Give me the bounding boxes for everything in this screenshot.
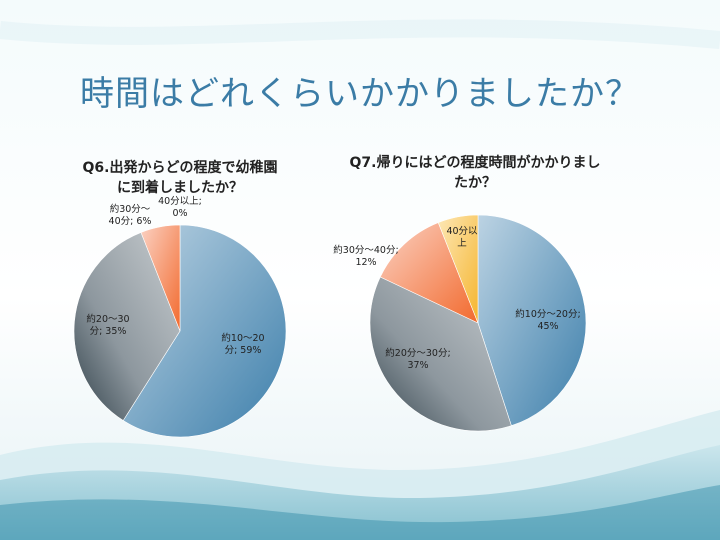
q6-title-line-1: Q6.出発からどの程度で幼稚園	[82, 160, 278, 176]
q7-slice-3	[437, 214, 479, 324]
q6-slice-label-3: 40分以上; 0%	[158, 196, 202, 219]
q6-title-line-2: に到着しましたか？	[117, 180, 243, 196]
q7-chart-title: Q7.帰りにはどの程度時間がかかりまし たか？	[325, 153, 625, 193]
q7-slice-label-3: 40分以上	[446, 226, 478, 249]
q7-slice-0	[477, 214, 587, 427]
q6-slice-2	[140, 224, 181, 332]
slide-title: 時間はどれくらいかかりましたか？	[80, 74, 640, 114]
q7-slice-2	[379, 222, 479, 324]
q6-slice-label-2: 約30分～ 40分; 6%	[109, 203, 152, 227]
q7-slice-1	[369, 276, 512, 432]
q6-pie: 約10～20 分; 59% 約20～30 分; 35% 約30分～ 40分; 6% 40分以…	[73, 196, 287, 438]
q6-slice-1	[73, 232, 181, 421]
q7-slice-label-2: 約30分～40分; 12%	[333, 244, 398, 268]
q7-slice-label-1: 約20分～30分; 37%	[385, 347, 450, 371]
q7-pie: 約10分～20分; 45% 約20分～30分; 37% 約30分～40分; 12% 40分以…	[333, 214, 587, 432]
q6-chart-title: Q6.出発からどの程度で幼稚園 に到着しましたか？	[45, 158, 315, 198]
q7-slice-label-0: 約10分～20分; 45%	[515, 308, 580, 332]
q7-title-line-2: たか？	[454, 175, 496, 191]
q6-slice-label-0: 約10～20 分; 59%	[221, 332, 264, 356]
q6-slice-0	[122, 224, 287, 438]
q7-title-line-1: Q7.帰りにはどの程度時間がかかりまし	[349, 155, 601, 171]
q6-slice-label-1: 約20～30 分; 35%	[86, 313, 129, 337]
